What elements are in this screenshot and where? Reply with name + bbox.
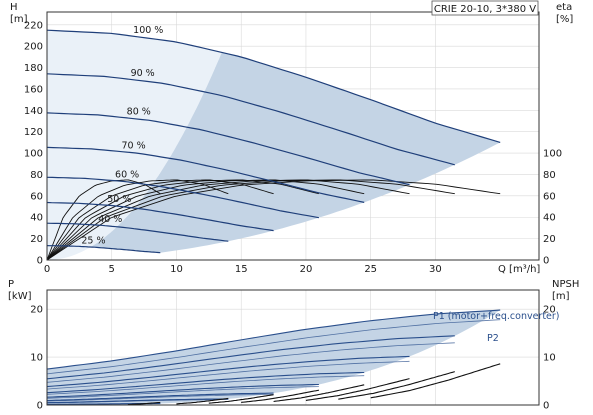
efficiency-curve [46, 179, 410, 261]
eta-tick-label: 80 [543, 170, 556, 181]
npsh-curve [305, 378, 410, 401]
head-curve [46, 245, 161, 254]
head-curve [46, 222, 229, 242]
power-tick-label: 20 [30, 305, 43, 316]
npsh-curve [241, 389, 320, 403]
x-tick-label: 20 [300, 264, 313, 275]
legend-p2: P2 [487, 333, 499, 344]
x-axis-label: Q [m³/h] [498, 264, 540, 275]
npsh-curve [370, 363, 501, 399]
title-box [431, 0, 539, 16]
eta-tick-label: 20 [543, 234, 556, 245]
head-curve [46, 201, 274, 232]
head-curve [46, 176, 320, 219]
head-tick-label: 140 [24, 106, 43, 117]
power-p2-curve [46, 319, 501, 375]
npsh-tick-label: 20 [543, 305, 556, 316]
efficiency-curve [46, 179, 274, 261]
eta-axis-label: eta [%] [556, 2, 573, 25]
head-tick-label: 160 [24, 84, 43, 95]
curve-layer: 100 % 90 % 80 % 70 % 60 % 50 % 40 % 25 % [46, 25, 501, 406]
legend-p1: P1 (motor+freq.converter) [433, 311, 560, 322]
tick-label-layer: 0 5 10 15 20 25 300204060801001201401601802002… [24, 20, 562, 411]
top-plot-frame [46, 11, 540, 261]
head-tick-label: 40 [30, 213, 43, 224]
head-tick-label: 0 [37, 256, 43, 267]
x-tick-label: 5 [109, 264, 115, 275]
power-p2-curve [46, 393, 274, 402]
power-p1-curve [46, 383, 319, 398]
npsh-axis-label: NPSH [m] [552, 279, 579, 302]
eta-tick-label: 0 [543, 256, 549, 267]
head-curve [46, 29, 501, 143]
x-tick-label: 15 [235, 264, 248, 275]
speed-curve-label: 40 % [98, 214, 122, 225]
power-tick-label: 10 [30, 353, 43, 364]
head-tick-label: 100 [24, 149, 43, 160]
power-p2-curve [46, 342, 455, 383]
power-p1-curve [46, 335, 455, 380]
head-curve [46, 146, 365, 203]
power-p2-curve [46, 375, 365, 395]
x-tick-label: 25 [364, 264, 377, 275]
npsh-curve [273, 384, 365, 403]
npsh-tick-label: 10 [543, 353, 556, 364]
eta-tick-label: 40 [543, 213, 556, 224]
power-p1-curve [46, 309, 501, 370]
power-p1-curve [46, 371, 365, 394]
x-tick-label: 10 [170, 264, 183, 275]
head-curve [46, 112, 410, 186]
x-tick-label: 0 [44, 264, 50, 275]
power-p2-curve [46, 386, 319, 399]
npsh-curve [127, 401, 161, 406]
x-tick-label: 30 [429, 264, 442, 275]
speed-curve-label: 70 % [122, 140, 146, 151]
speed-curve-label: 50 % [107, 194, 131, 205]
head-tick-label: 20 [30, 234, 43, 245]
head-tick-label: 60 [30, 191, 43, 202]
power-p2-curve [46, 399, 229, 404]
speed-curve-label: 100 % [133, 25, 163, 36]
head-tick-label: 180 [24, 63, 43, 74]
npsh-curve [208, 394, 274, 404]
npsh-curve [176, 397, 229, 405]
bottom-plot-frame [46, 289, 540, 406]
power-p1-curve [46, 355, 410, 388]
power-axis-label: P [kW] [8, 279, 32, 302]
speed-curve-label: 25 % [81, 235, 105, 246]
efficiency-curve [46, 179, 365, 261]
power-p2-curve [46, 360, 410, 390]
npsh-tick-label: 0 [543, 401, 549, 412]
chart-title: CRIE 20-10, 3*380 V [434, 4, 536, 15]
head-tick-label: 120 [24, 127, 43, 138]
speed-curve-label: 60 % [115, 170, 139, 181]
efficiency-curve [46, 179, 320, 261]
power-tick-label: 0 [37, 401, 43, 412]
npsh-curve [338, 371, 455, 400]
operating-area [90, 52, 501, 253]
power-p1-curve [46, 392, 274, 402]
efficiency-curve [46, 179, 455, 261]
head-curve [46, 73, 455, 166]
eta-tick-label: 100 [543, 149, 562, 160]
head-tick-label: 220 [24, 20, 43, 31]
speed-curve-label: 90 % [131, 68, 155, 79]
head-axis-label: H [m] [10, 2, 28, 25]
eta-tick-label: 60 [543, 191, 556, 202]
head-tick-label: 80 [30, 170, 43, 181]
head-tick-label: 200 [24, 42, 43, 53]
speed-curve-label: 80 % [127, 107, 151, 118]
